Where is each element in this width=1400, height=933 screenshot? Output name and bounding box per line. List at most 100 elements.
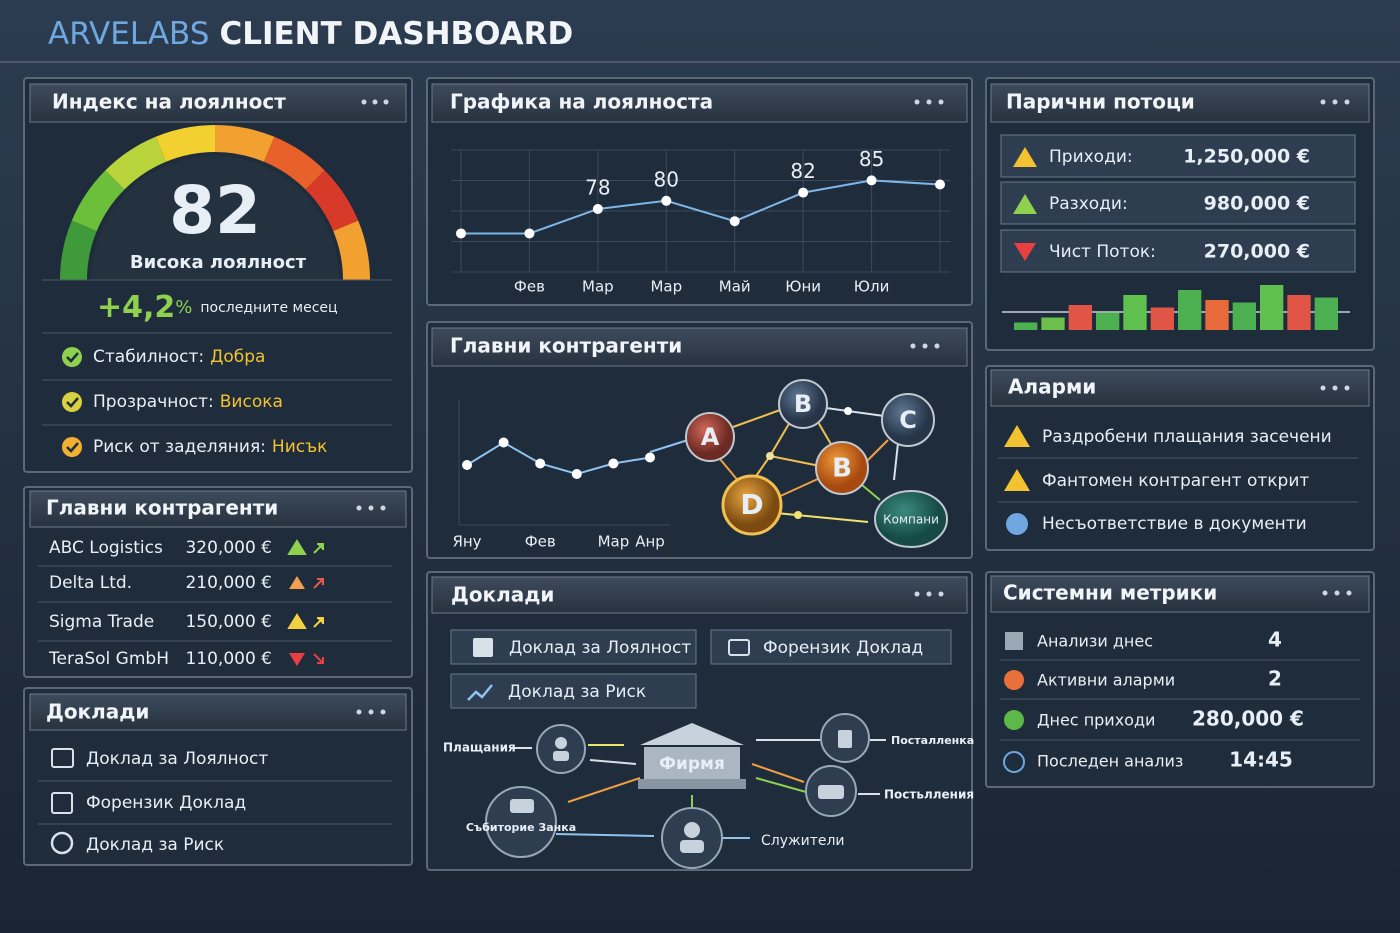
panel-header <box>431 83 968 123</box>
menu-dots[interactable] <box>356 505 386 511</box>
metric-label: Активни аларми <box>1037 671 1175 690</box>
gauge-segment <box>215 125 275 162</box>
menu-dots[interactable] <box>1322 590 1352 596</box>
line-chart: Яну Фев Мар Анр <box>452 400 670 551</box>
x-tick-label: Май <box>719 278 751 296</box>
gauge-segment <box>105 136 167 190</box>
report-link[interactable]: Доклад за Риск <box>86 835 224 855</box>
metric-label: Последен анализ <box>1037 752 1183 771</box>
gauge-segment <box>71 170 125 232</box>
trend-icon <box>287 539 324 555</box>
menu-dots[interactable] <box>1320 99 1350 105</box>
panel-title: Парични потоци <box>1006 90 1195 114</box>
contragent-name: Sigma Trade <box>49 612 154 632</box>
menu-dots[interactable] <box>914 591 944 597</box>
value: Нисък <box>272 437 327 457</box>
network-edges <box>649 407 899 523</box>
cash-row <box>1000 181 1356 225</box>
cash-row <box>1000 229 1356 273</box>
contragent-name: Delta Ltd. <box>49 573 132 593</box>
node-label: C <box>899 406 917 434</box>
cash-value: 270,000 € <box>1204 241 1310 263</box>
report-button[interactable] <box>450 673 697 709</box>
cash-label: Разходи: <box>1049 194 1128 214</box>
report-link[interactable]: Форензик Доклад <box>86 793 246 813</box>
network-node[interactable] <box>685 412 735 462</box>
network-node[interactable] <box>721 474 783 536</box>
row-icon <box>1013 194 1037 214</box>
data-point <box>866 175 877 186</box>
x-tick-label: Яну <box>452 533 481 551</box>
data-point <box>729 216 740 227</box>
report-button[interactable] <box>710 629 952 665</box>
diagram-center: Фирмя <box>659 754 725 774</box>
change: +4,2% последните месец <box>97 290 338 325</box>
menu-dots[interactable] <box>910 343 940 349</box>
bar <box>1260 285 1284 330</box>
data-point <box>462 460 472 470</box>
menu-dots[interactable] <box>356 709 386 715</box>
diagram-label: Постьлления <box>884 788 974 802</box>
panel-title: Главни контрагенти <box>450 334 682 358</box>
trend-icon <box>289 576 305 589</box>
x-tick-label: Фев <box>514 278 545 296</box>
data-point <box>592 203 603 214</box>
node-label: A <box>701 423 720 451</box>
network-node[interactable] <box>815 441 869 495</box>
alarm-icon <box>1004 469 1030 491</box>
bar <box>1205 300 1229 330</box>
panel-header <box>29 490 407 528</box>
report-icon <box>51 792 73 814</box>
alarm-text: Фантомен контрагент открит <box>1042 471 1309 491</box>
panel-title: Графика на лоялноста <box>450 90 713 114</box>
alarm-icon <box>1006 513 1028 535</box>
bar-chart <box>1002 285 1350 330</box>
trend-icon <box>289 653 305 666</box>
panel-header <box>990 369 1370 407</box>
panel-title: Доклади <box>451 583 554 607</box>
trend-icon <box>313 578 324 589</box>
data-point <box>535 458 546 469</box>
value: Добра <box>210 347 265 367</box>
gauge-segment <box>333 220 370 280</box>
status-label: Риск от заделяния: Нисък <box>93 437 327 457</box>
node-label: Компани <box>883 513 939 527</box>
x-tick-label: Мар <box>598 533 630 551</box>
menu-dots[interactable] <box>1320 385 1350 391</box>
button-label: Форензик Доклад <box>763 638 923 658</box>
report-link[interactable]: Доклад за Лоялност <box>86 749 268 769</box>
x-tick-label: Фев <box>525 533 556 551</box>
menu-dots[interactable] <box>361 99 389 105</box>
diagram-label: Посталленка <box>891 734 974 747</box>
data-point <box>661 195 672 206</box>
metrics-panel: Системни метрики Анализи днес 4 Активни … <box>985 571 1375 788</box>
label: Прозрачност: <box>93 392 214 412</box>
menu-dots[interactable] <box>914 99 944 105</box>
title: CLIENT DASHBOARD <box>219 16 573 52</box>
panel-title: Индекс на лоялност <box>52 90 286 114</box>
cash-label: Приходи: <box>1049 147 1133 167</box>
diagram-label: Събиторие Занка <box>466 821 576 834</box>
bar <box>1014 322 1038 330</box>
loyalty-chart-panel: Графика на лоялноста 78 80 82 85 Фев Мар Мар Ма… <box>426 77 973 306</box>
cash-value: 1,250,000 € <box>1183 146 1310 168</box>
metric-label: Днес приходи <box>1037 711 1155 730</box>
trend-icon <box>313 653 324 664</box>
button-icon <box>467 684 493 701</box>
gauge-segment <box>305 170 359 232</box>
alarm-text: Несъответствие в документи <box>1042 514 1307 534</box>
data-point <box>524 228 535 239</box>
score-label: Висока лоялност <box>130 252 307 273</box>
status-item: Прозрачност: Висока <box>62 392 283 412</box>
network-node[interactable] <box>874 490 948 548</box>
metric-icon <box>1005 632 1023 650</box>
panel <box>23 687 413 866</box>
network-node[interactable] <box>881 393 935 447</box>
contragent-name: ABC Logistics <box>49 538 163 558</box>
network-node[interactable] <box>778 379 828 429</box>
x-tick-label: Юли <box>854 278 890 296</box>
contragents-panel: Главни контрагенти ABC Logistics 320,000… <box>23 486 413 678</box>
firm-building <box>644 747 740 779</box>
data-point <box>456 228 466 239</box>
